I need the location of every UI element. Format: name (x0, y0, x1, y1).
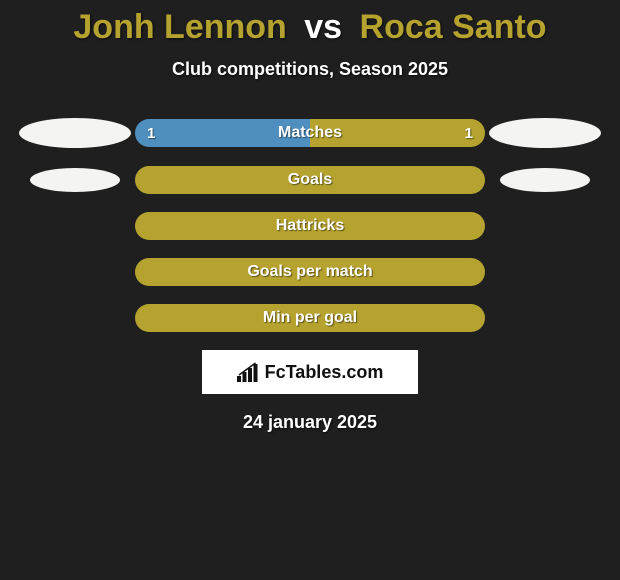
stat-label: Hattricks (135, 212, 485, 240)
player1-avatar-placeholder (19, 118, 131, 148)
right-side (485, 168, 605, 192)
left-side (15, 118, 135, 148)
subtitle: Club competitions, Season 2025 (0, 59, 620, 80)
stat-row: Min per goal (0, 304, 620, 332)
stat-row: Goals (0, 166, 620, 194)
stat-label: Min per goal (135, 304, 485, 332)
right-value: 1 (465, 119, 473, 147)
stat-bar: Min per goal (135, 304, 485, 332)
stat-bar: Goals per match (135, 258, 485, 286)
logo-box: FcTables.com (202, 350, 418, 394)
stat-bar: Goals (135, 166, 485, 194)
stat-row: Goals per match (0, 258, 620, 286)
left-side (15, 168, 135, 192)
logo-text: FcTables.com (265, 362, 384, 383)
player1-avatar-placeholder (30, 168, 120, 192)
vs-text: vs (304, 8, 342, 46)
stat-row: Matches1 1 (0, 118, 620, 148)
right-side (485, 118, 605, 148)
player2-avatar-placeholder (500, 168, 590, 192)
stat-row: Hattricks (0, 212, 620, 240)
chart-icon (237, 362, 261, 382)
stat-bar: Hattricks (135, 212, 485, 240)
player2-avatar-placeholder (489, 118, 601, 148)
stat-label: Goals (135, 166, 485, 194)
left-value: 1 (147, 119, 155, 147)
player1-name: Jonh Lennon (73, 8, 286, 46)
stat-bar: Matches1 1 (135, 119, 485, 147)
stat-label: Matches (135, 119, 485, 147)
stat-rows: Matches1 1 Goals Hattricks Goals per match Mi… (0, 118, 620, 332)
comparison-title: Jonh Lennon vs Roca Santo (0, 0, 620, 47)
date-text: 24 january 2025 (0, 412, 620, 433)
player2-name: Roca Santo (360, 8, 547, 46)
stat-label: Goals per match (135, 258, 485, 286)
